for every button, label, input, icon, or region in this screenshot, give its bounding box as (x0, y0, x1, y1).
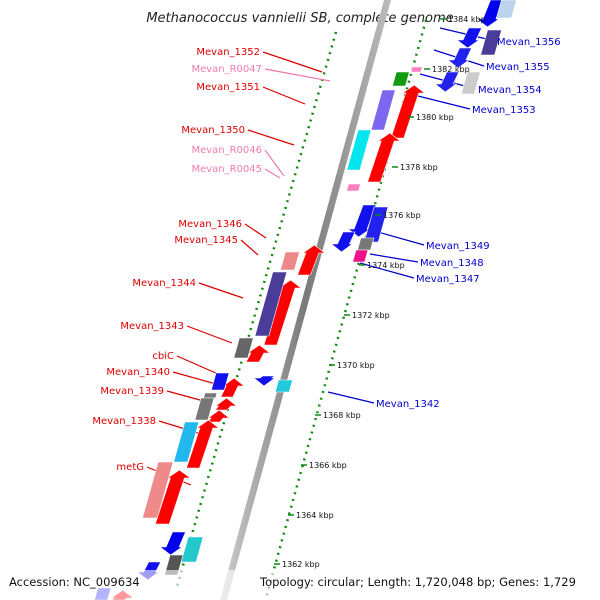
leader-line (262, 86, 306, 105)
topology-text: Topology: circular; Length: 1,720,048 bp… (259, 575, 576, 589)
gene-label-forward: cbiC (152, 351, 174, 362)
gene-mevan-1343 (245, 344, 271, 363)
gene-mevan-1356-b (496, 0, 517, 19)
gene-label-forward: Mevan_1351 (196, 82, 260, 93)
gene-mevan-1355-b (456, 27, 483, 49)
tick-label: 1374 kbp (367, 261, 405, 270)
gene-mevan-1345 (297, 244, 326, 276)
gene-mevan-1346 (280, 251, 300, 271)
leader-line (198, 282, 244, 299)
gene-mevan-1347 (352, 249, 369, 263)
gene-bottom-rev-1 (159, 531, 186, 556)
gene-mevan-1340 (214, 397, 238, 411)
gene-mevan-1342 (253, 375, 276, 387)
leader-line (172, 371, 217, 385)
tick-label: 1368 kbp (323, 411, 361, 420)
gene-label-reverse: Mevan_1349 (426, 241, 490, 252)
gene-bottom-rev-2 (180, 536, 204, 563)
gene-mevan-1354 (447, 47, 473, 69)
gene-mevan-1351 (390, 84, 426, 139)
gene-label-reverse: Mevan_1347 (416, 274, 480, 285)
gene-mevan-1353 (434, 71, 460, 93)
leader-line (377, 231, 425, 246)
gene-mevan-1355 (480, 29, 502, 56)
gene-label-reverse: Mevan_1342 (376, 399, 440, 410)
gene-mevan-1350-b (346, 129, 372, 171)
gene-rna-r0047 (410, 66, 423, 73)
tick-label: 1378 kbp (400, 163, 438, 172)
tick-label: 1366 kbp (309, 461, 347, 470)
gene-mevan-1338-b (173, 421, 200, 463)
gene-label-forward: Mevan_1344 (132, 278, 196, 289)
gene-metg-b (142, 461, 174, 519)
leader-line (262, 51, 323, 73)
genome-backbone (220, 0, 391, 600)
gene-label-forward: Mevan_R0045 (191, 164, 262, 175)
leader-line (417, 95, 471, 110)
leader-line (264, 168, 281, 179)
gene-label-forward: Mevan_1338 (92, 416, 156, 427)
leader-line (327, 391, 375, 404)
gene-mevan-1352 (392, 71, 410, 87)
gene-label-reverse: Mevan_1348 (420, 258, 484, 269)
leader-line (369, 253, 419, 263)
tick-label: 1380 kbp (416, 113, 454, 122)
position-ticks: 1362 kbp 1364 kbp 1366 kbp 1368 kbp 1370 kbp… (274, 15, 486, 569)
forward-track-dots (174, 31, 338, 591)
tick-label: 1370 kbp (337, 361, 375, 370)
tick-label: 1382 kbp (432, 65, 470, 74)
gene-label-forward: Mevan_1350 (181, 125, 245, 136)
tick-label: 1384 kbp (448, 15, 486, 24)
gene-mevan-1343-b (233, 337, 254, 359)
gene-label-reverse: Mevan_1354 (478, 85, 542, 96)
gene-label-forward: Mevan_R0046 (191, 145, 262, 156)
gene-mevan-1339 (207, 409, 231, 423)
leader-line (176, 355, 219, 375)
gene-labels: Mevan_1352 Mevan_R0047 Mevan_1351 Mevan_135… (92, 37, 560, 473)
gene-label-forward: Mevan_1346 (178, 219, 242, 230)
gene-mevan-1344-b (254, 271, 288, 337)
tick-label: 1362 kbp (282, 560, 320, 569)
gene-mevan-1351-b (370, 89, 396, 131)
gene-label-forward: metG (116, 462, 144, 473)
gene-label-forward: Mevan_1343 (120, 321, 184, 332)
leader-line (186, 325, 233, 344)
tick-label: 1372 kbp (352, 311, 390, 320)
gene-label-forward: Mevan_1345 (174, 235, 238, 246)
gene-mevan-1349-b (363, 206, 389, 243)
gene-label-reverse: Mevan_1356 (497, 37, 561, 48)
leader-line (359, 262, 415, 279)
gene-mevan-1340-b (203, 392, 218, 399)
gene-mevan-1342-b (274, 379, 293, 393)
gene-mevan-1338 (186, 419, 220, 469)
accession-text: Accession: NC_009634 (9, 575, 140, 589)
gene-mevan-1350 (367, 132, 402, 183)
gene-mevan-1339-b (194, 397, 215, 421)
leader-line (247, 129, 295, 146)
gene-metg (154, 469, 192, 525)
gene-label-reverse: Mevan_1353 (472, 105, 536, 116)
gene-cbic-b (210, 372, 230, 391)
leader-line (240, 239, 259, 256)
gene-label-forward: Mevan_1340 (106, 367, 170, 378)
gene-label-forward: Mevan_R0047 (191, 64, 262, 75)
map-title: Methanococcus vannielii SB, complete gen… (146, 11, 453, 26)
footer-band (0, 570, 600, 600)
gene-label-forward: Mevan_1339 (100, 386, 164, 397)
leader-line (264, 68, 331, 82)
tick-label: 1376 kbp (383, 211, 421, 220)
gene-label-forward: Mevan_1352 (196, 47, 260, 58)
tick-label: 1364 kbp (296, 511, 334, 520)
gene-mevan-1353-b (460, 71, 481, 95)
gene-rna-r0046 (346, 183, 361, 192)
leader-line (244, 223, 267, 239)
gene-mevan-1349-c (330, 231, 356, 253)
gene-label-reverse: Mevan_1355 (486, 62, 550, 73)
gene-mevan-1348 (357, 237, 375, 251)
leader-line (264, 149, 285, 177)
